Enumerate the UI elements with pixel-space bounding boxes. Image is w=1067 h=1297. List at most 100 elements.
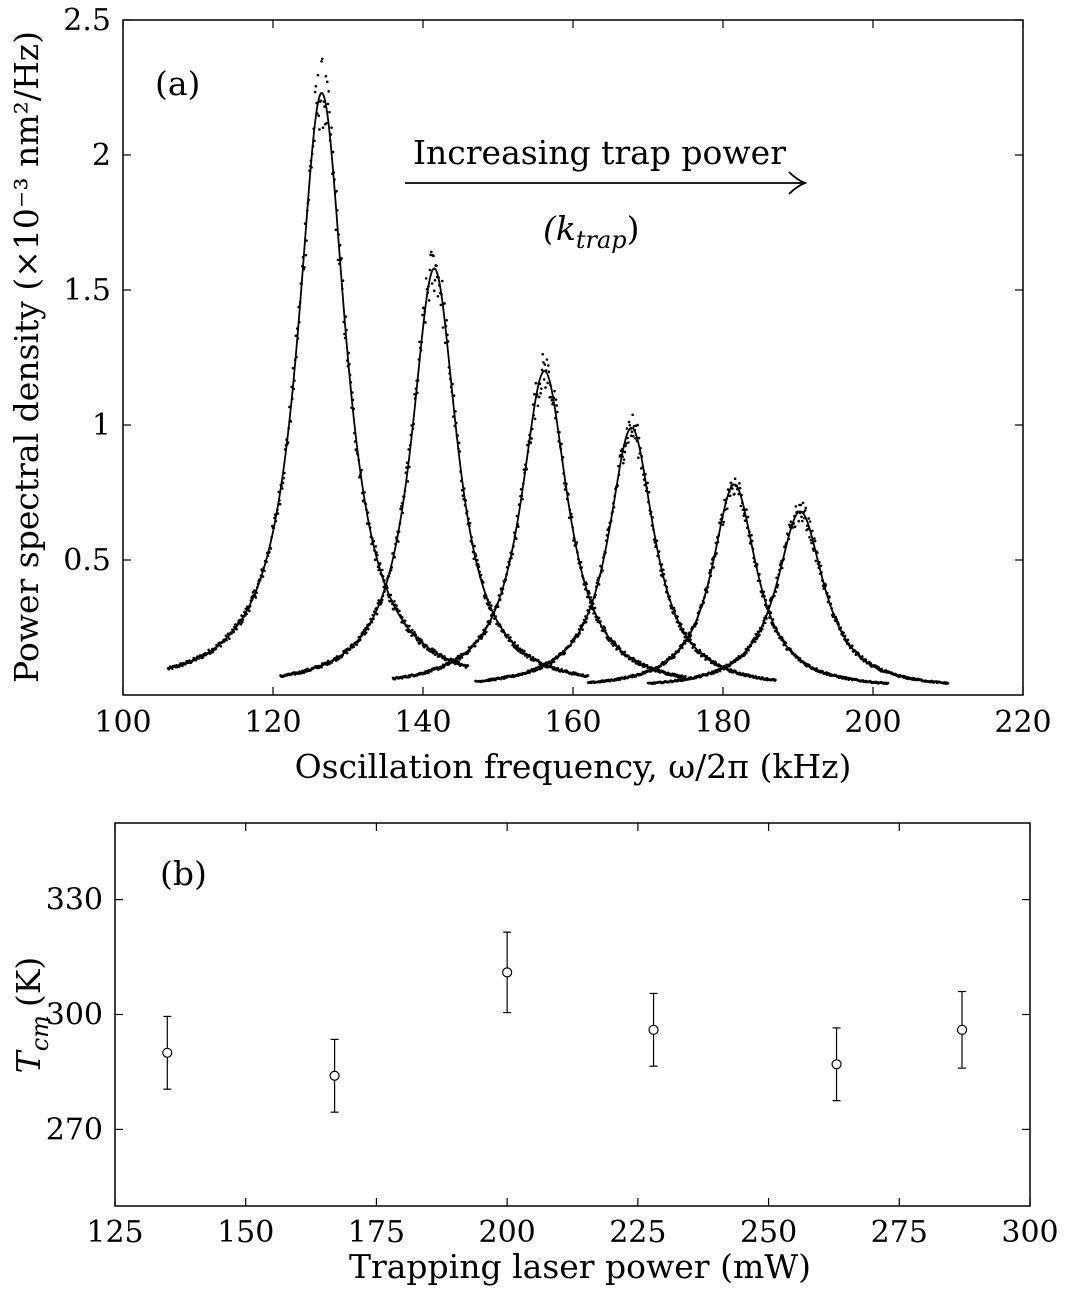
psd-data-point [304, 253, 308, 257]
psd-data-point [338, 262, 341, 266]
psd-data-point [614, 643, 618, 647]
psd-data-point [439, 303, 443, 307]
psd-data-point [533, 392, 536, 396]
psd-data-point [676, 615, 679, 618]
psd-data-point [420, 340, 424, 344]
psd-data-point [223, 640, 226, 643]
psd-data-point [529, 441, 533, 444]
psd-data-point [416, 391, 419, 395]
psd-data-point [350, 391, 354, 394]
psd-data-point [705, 654, 709, 658]
psd-data-point [545, 664, 549, 667]
psd-data-point [461, 494, 465, 497]
psd-data-point [714, 541, 718, 545]
psd-data-point [457, 441, 461, 445]
psd-data-point [773, 594, 776, 598]
psd-data-point [314, 84, 318, 88]
psd-data-point [800, 519, 804, 523]
data-marker [956, 1024, 968, 1035]
psd-data-point [331, 150, 335, 154]
psd-data-point [577, 634, 580, 637]
psd-data-point [530, 427, 534, 431]
psd-data-point [724, 501, 728, 505]
psd-data-point [376, 565, 380, 569]
psd-data-point [421, 313, 424, 317]
psd-data-point [626, 436, 629, 440]
annotation-text: Increasing trap power [413, 133, 786, 172]
psd-data-point [725, 497, 728, 501]
psd-data-point [556, 666, 560, 670]
psd-data-point [255, 586, 259, 589]
psd-data-point [438, 284, 441, 287]
axis-ticks-b: 125 150 175 200 225 250 275 300 270 300 330 [46, 823, 1059, 1250]
psd-data-point [604, 629, 607, 632]
psd-series-5 [586, 477, 890, 686]
psd-data-point [476, 563, 480, 566]
psd-data-point [678, 647, 681, 651]
psd-data-point [248, 604, 252, 608]
psd-data-point [609, 519, 613, 523]
psd-data-point [818, 561, 821, 564]
psd-data-point [672, 612, 675, 615]
psd-data-point [580, 623, 584, 627]
psd-data-point [359, 638, 362, 642]
psd-data-point [290, 385, 293, 389]
psd-data-point [712, 566, 716, 569]
psd-data-point [387, 595, 391, 599]
temperature-point [648, 992, 659, 1067]
psd-data-point [572, 640, 576, 643]
psd-data-point [370, 620, 374, 624]
psd-data-point [579, 626, 583, 630]
psd-data-point [761, 592, 765, 596]
psd-data-point [740, 501, 744, 504]
psd-data-point [684, 674, 687, 678]
psd-data-point [397, 540, 400, 543]
psd-data-point [765, 617, 768, 620]
psd-data-point [536, 404, 540, 408]
psd-data-point [634, 437, 637, 440]
psd-data-point [688, 631, 691, 634]
psd-data-point [798, 657, 802, 660]
psd-data-point [433, 653, 437, 656]
psd-data-point [459, 470, 462, 473]
psd-data-point [337, 233, 341, 236]
psd-data-point [512, 531, 516, 534]
psd-data-point [644, 489, 648, 493]
psd-data-point [611, 639, 614, 643]
psd-data-point [561, 455, 565, 459]
psd-data-point [480, 635, 484, 638]
psd-data-point [340, 256, 343, 260]
psd-data-point [425, 287, 429, 291]
psd-data-point [505, 573, 508, 576]
psd-data-point [456, 434, 459, 437]
y-tick-label-a: 0.5 [63, 543, 111, 578]
psd-data-point [430, 282, 434, 285]
psd-data-point [726, 488, 730, 491]
psd-data-point [395, 538, 399, 542]
psd-data-point [512, 544, 515, 548]
psd-data-point [414, 387, 418, 390]
psd-data-point [563, 482, 566, 485]
annotation-subtext-close: ) [627, 209, 640, 248]
psd-data-point [375, 607, 378, 610]
psd-data-point [625, 427, 629, 430]
psd-data-point [537, 395, 541, 399]
psd-data-point [343, 332, 346, 336]
psd-data-point [677, 650, 681, 653]
psd-data-point [786, 533, 790, 537]
psd-data-point [742, 514, 746, 518]
psd-data-point [443, 301, 446, 305]
psd-data-point [687, 633, 691, 636]
psd-data-point [572, 536, 576, 540]
psd-data-point [582, 618, 586, 622]
psd-fit-line [587, 483, 889, 685]
psd-data-point [261, 575, 265, 578]
psd-data-point [328, 139, 332, 142]
y-axis-label-b-unit: (K) [9, 957, 48, 1007]
psd-data-point [243, 610, 246, 614]
psd-data-point [479, 573, 483, 577]
psd-series-6 [646, 501, 950, 686]
psd-data-point [487, 603, 490, 607]
psd-data-point [662, 573, 666, 576]
